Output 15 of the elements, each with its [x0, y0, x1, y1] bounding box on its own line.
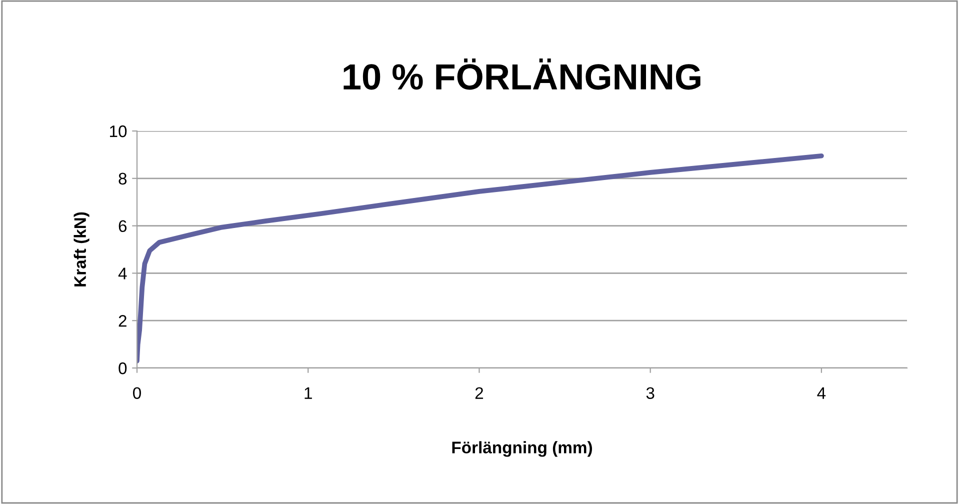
y-tick-label: 10 — [110, 125, 127, 138]
y-tick-label: 2 — [118, 315, 126, 327]
x-tick-label: 1 — [304, 387, 312, 399]
y-tick-label: 6 — [118, 220, 127, 232]
y-axis-title: Kraft (kN) — [74, 212, 90, 286]
x-tick-label: 3 — [646, 387, 654, 399]
y-tick-label: 0 — [118, 362, 127, 374]
x-tick-label: 2 — [475, 387, 484, 399]
y-tick-label: 8 — [118, 172, 127, 185]
x-tick-label: 4 — [817, 387, 826, 399]
line-series — [137, 153, 824, 364]
y-tick-label: 4 — [118, 268, 127, 280]
chart-title: 10 % FÖRLÄNGNING — [344, 58, 700, 90]
x-axis-title: Förlängning (mm) — [452, 441, 592, 457]
x-tick-label: 0 — [133, 387, 141, 399]
